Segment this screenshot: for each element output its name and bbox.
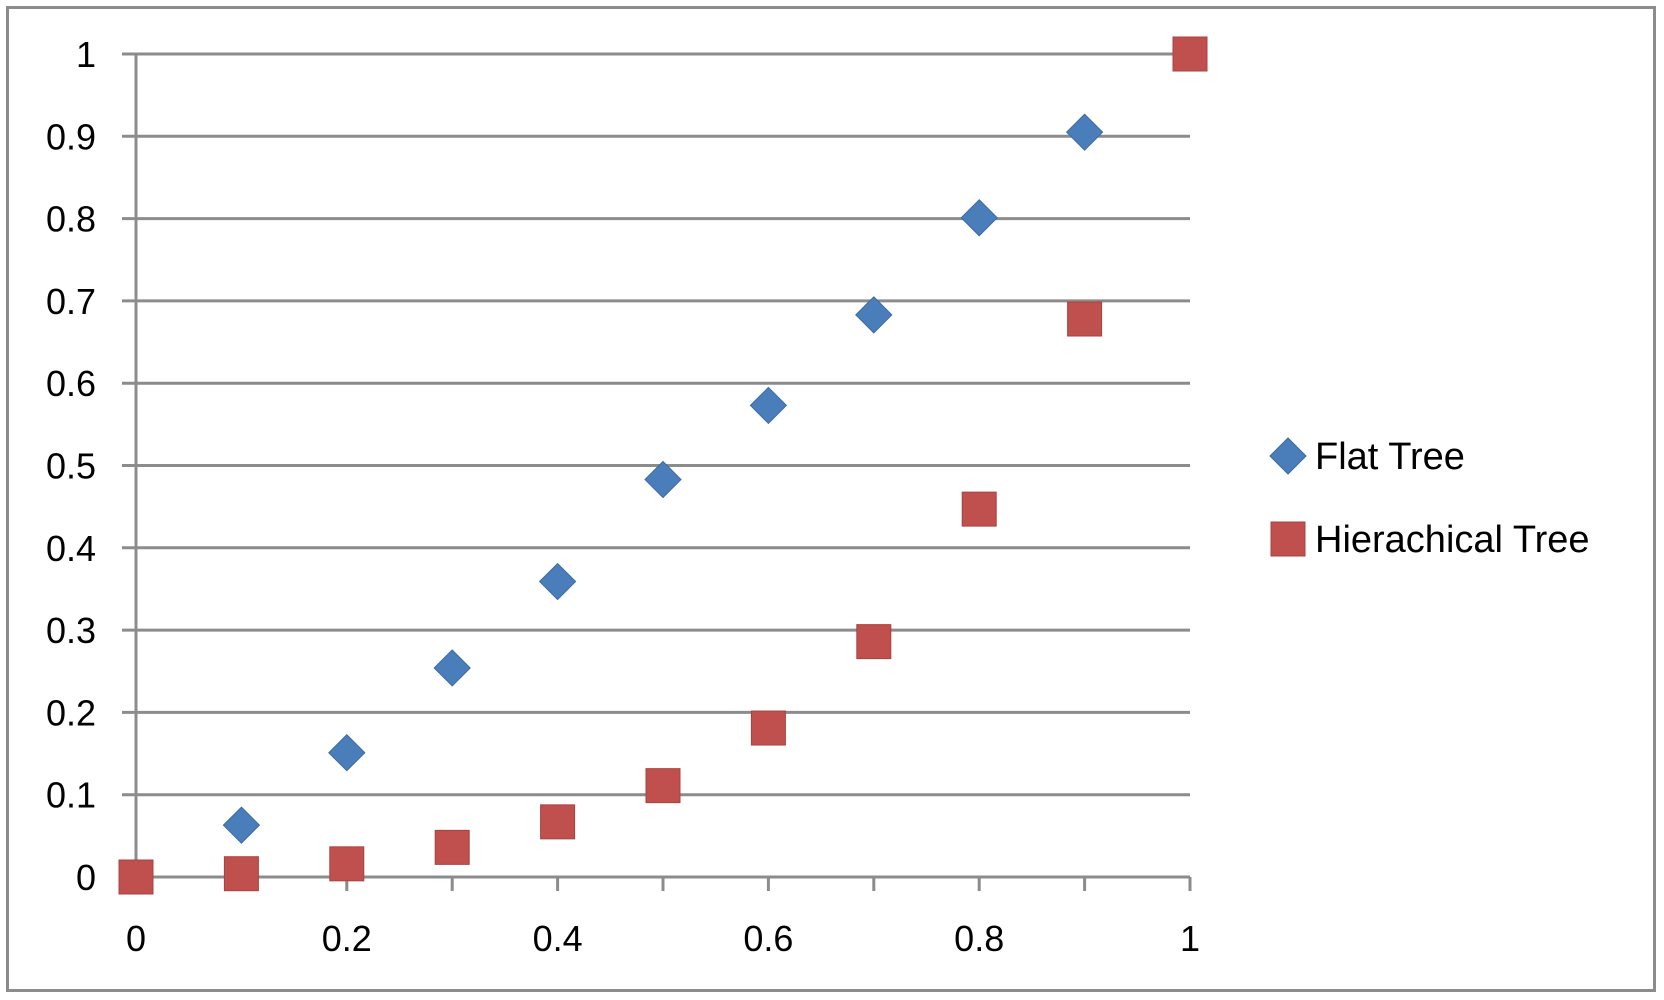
x-tick-label: 1	[1180, 918, 1200, 959]
x-tick-label: 0.8	[954, 918, 1004, 959]
legend-marker-flat-tree	[1269, 437, 1307, 475]
gridlines	[122, 52, 1190, 879]
legend-label: Flat Tree	[1315, 436, 1465, 478]
hierarchical-tree-point	[856, 624, 892, 660]
hierarchical-tree-point	[961, 491, 997, 527]
flat-tree-point	[960, 199, 998, 237]
y-tick-label: 0.8	[46, 199, 96, 240]
hierarchical-tree-point	[1172, 36, 1208, 72]
y-tick-label: 0.9	[46, 116, 96, 157]
chart-frame	[6, 6, 1656, 992]
flat-tree-point	[538, 562, 577, 601]
y-tick-label: 0.5	[46, 446, 96, 487]
flat-tree-point	[749, 386, 788, 425]
flat-tree-point	[1065, 113, 1104, 151]
y-tick-label: 0.3	[46, 610, 96, 651]
flat-tree-point	[328, 734, 366, 772]
legend-label: Hierachical Tree	[1315, 519, 1590, 561]
hierarchical-tree-point	[540, 804, 576, 840]
x-tick-label: 0	[126, 918, 146, 959]
tick-labels: 0 0.1 0.2 0.3 0.4 0.5 0.6 0.7 0.8 0.9 1 0 0.2 0.4 0.6 0…	[46, 34, 1200, 959]
hierarchical-tree-point	[223, 856, 259, 892]
flat-tree-point	[222, 806, 261, 844]
hierarchical-tree-point	[750, 710, 786, 746]
flat-tree-point	[855, 296, 893, 334]
legend-marker-hierarchical-tree	[1270, 521, 1306, 557]
y-tick-label: 0.2	[46, 692, 96, 733]
y-tick-label: 1	[76, 34, 96, 75]
y-tick-label: 0.4	[46, 528, 96, 569]
x-tick-label: 0.2	[322, 918, 372, 959]
hierarchical-tree-point	[645, 768, 681, 804]
x-tick-label: 0.4	[533, 918, 583, 959]
x-tick-label: 0.6	[743, 918, 793, 959]
legend: Flat Tree Hierachical Tree	[1269, 436, 1590, 561]
flat-tree-point	[433, 649, 471, 687]
hierarchical-tree-point	[434, 829, 470, 865]
flat-tree-point	[644, 460, 682, 499]
y-tick-label: 0.6	[46, 363, 96, 404]
y-tick-label: 0	[76, 857, 96, 898]
y-tick-label: 0.1	[46, 775, 96, 816]
y-tick-label: 0.7	[46, 281, 96, 322]
hierarchical-tree-point	[329, 846, 365, 882]
hierarchical-tree-point	[118, 859, 154, 895]
hierarchical-tree-point	[1067, 301, 1103, 337]
data-points	[118, 36, 1208, 895]
